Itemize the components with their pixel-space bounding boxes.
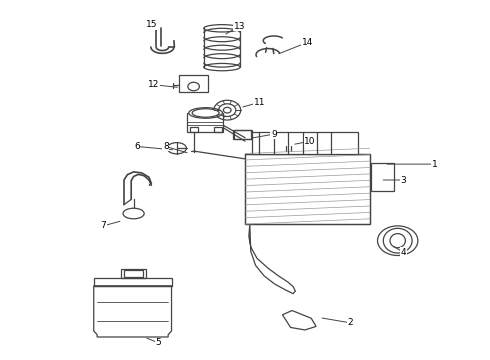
Text: 14: 14 — [302, 38, 313, 47]
Polygon shape — [282, 311, 316, 330]
Text: 15: 15 — [146, 20, 157, 29]
Ellipse shape — [189, 108, 222, 118]
Text: 2: 2 — [348, 318, 353, 327]
Text: 3: 3 — [401, 176, 406, 185]
Bar — [233, 130, 252, 139]
Text: 10: 10 — [304, 137, 316, 146]
Text: 8: 8 — [163, 142, 169, 151]
Bar — [179, 75, 208, 92]
Bar — [245, 154, 370, 224]
Text: 4: 4 — [401, 248, 406, 257]
Bar — [121, 269, 146, 278]
Bar — [214, 127, 222, 132]
Circle shape — [188, 82, 199, 91]
Text: 7: 7 — [100, 221, 106, 230]
Polygon shape — [249, 224, 295, 294]
Text: 6: 6 — [134, 142, 140, 151]
Polygon shape — [245, 154, 370, 224]
Ellipse shape — [167, 143, 186, 154]
Bar — [187, 113, 223, 132]
Ellipse shape — [123, 208, 144, 219]
Circle shape — [223, 107, 231, 113]
Bar — [94, 278, 172, 286]
Bar — [124, 270, 143, 277]
Circle shape — [219, 104, 236, 117]
Text: 1: 1 — [432, 159, 438, 168]
Polygon shape — [94, 286, 172, 337]
Bar — [371, 163, 394, 191]
Circle shape — [214, 100, 241, 120]
Bar — [252, 132, 358, 154]
Bar — [234, 130, 251, 139]
Text: 12: 12 — [148, 80, 159, 89]
Bar — [190, 127, 198, 132]
Text: 5: 5 — [156, 338, 161, 347]
Circle shape — [377, 226, 418, 256]
Text: 11: 11 — [254, 98, 265, 107]
Text: 13: 13 — [234, 22, 245, 31]
Ellipse shape — [284, 141, 293, 148]
Text: 9: 9 — [271, 130, 277, 139]
